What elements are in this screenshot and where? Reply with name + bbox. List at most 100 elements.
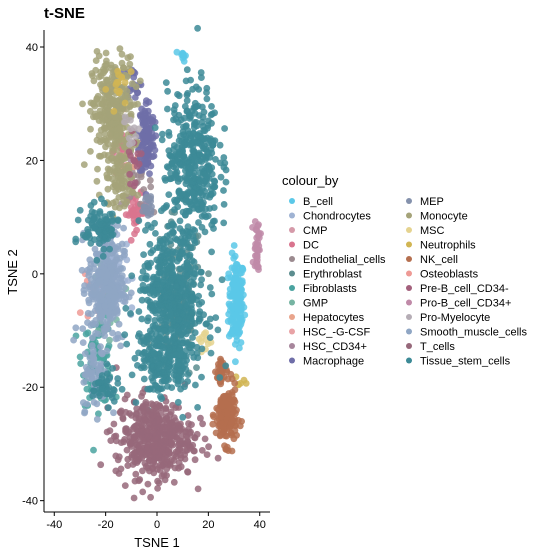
data-point [116,162,123,169]
data-point [189,85,197,93]
series-b-cell [173,48,249,366]
data-point [203,89,210,96]
data-point [207,135,214,143]
data-point [147,162,155,170]
data-point [236,344,243,352]
data-point [188,278,195,286]
data-point [160,344,168,351]
data-point [128,211,136,219]
legend-label: Osteoblasts [420,269,479,281]
data-point [144,263,152,270]
legend-item: Macrophage [289,356,364,368]
data-point [105,404,112,412]
data-point [127,310,134,317]
legend-key [406,227,412,233]
data-point [95,132,103,139]
data-point [235,329,242,336]
data-point [164,87,172,95]
data-point [172,170,179,178]
data-point [256,246,263,254]
legend-item: Neutrophils [406,240,476,252]
data-point [174,151,182,158]
data-point [133,405,141,412]
data-point [168,159,176,167]
data-point [99,252,107,260]
data-point [212,156,219,163]
data-point [232,313,240,321]
data-point [101,135,108,143]
data-point [121,113,129,121]
data-point [175,427,183,435]
data-point [112,432,120,440]
data-point [81,350,89,357]
data-point [164,369,172,377]
legend-item: T_cells [406,341,455,353]
data-point [166,411,174,419]
data-point [138,421,145,429]
legend-key [289,357,295,364]
data-point [180,58,188,65]
data-point [147,344,155,351]
legend-label: Pro-Myelocyte [420,312,490,324]
legend-label: GMP [303,298,328,310]
data-point [194,404,202,411]
data-point [161,476,169,484]
data-point [200,108,208,116]
data-point [174,91,181,98]
data-point [222,178,230,186]
data-point [161,294,168,301]
data-point [189,233,197,240]
data-point [162,404,170,412]
data-point [207,349,215,357]
data-point [110,107,118,115]
data-point [164,105,171,113]
data-point [135,349,142,357]
data-point [72,238,80,246]
data-point [108,175,116,183]
data-point [80,161,88,169]
data-point [230,275,238,283]
data-point [139,142,147,150]
data-point [115,320,123,328]
data-point [109,365,116,372]
data-point [135,477,143,485]
data-point [178,138,186,145]
legend-key [289,314,295,320]
legend-title: colour_by [282,173,339,188]
data-point [114,67,122,75]
data-point [154,485,162,492]
data-point [123,340,131,348]
data-point [220,187,227,194]
data-point [129,139,136,147]
legend-label: B_cell [303,196,333,208]
data-point [100,245,108,253]
data-point [173,435,181,443]
data-point [155,306,163,314]
data-point [102,216,110,223]
data-point [136,77,144,85]
data-point [146,335,153,342]
data-point [210,183,218,191]
data-point [70,336,77,344]
data-point [184,378,192,385]
legend-label: Monocyte [420,211,468,223]
data-point [196,151,204,159]
data-point [154,477,162,485]
data-point [233,295,240,303]
data-point [97,262,105,270]
data-point [177,451,185,459]
legend: colour_by B_cell Chondrocytes CMP DC Endothe… [282,173,527,368]
data-point [164,337,172,345]
data-point [191,264,199,272]
data-point [103,224,110,232]
data-point [221,442,228,450]
data-point [141,118,149,126]
data-point [177,175,184,183]
data-point [205,150,212,158]
data-point [78,266,86,274]
data-point [210,204,218,212]
data-point [134,150,142,158]
data-point [254,222,262,230]
data-point [118,385,126,393]
data-point [224,411,231,418]
